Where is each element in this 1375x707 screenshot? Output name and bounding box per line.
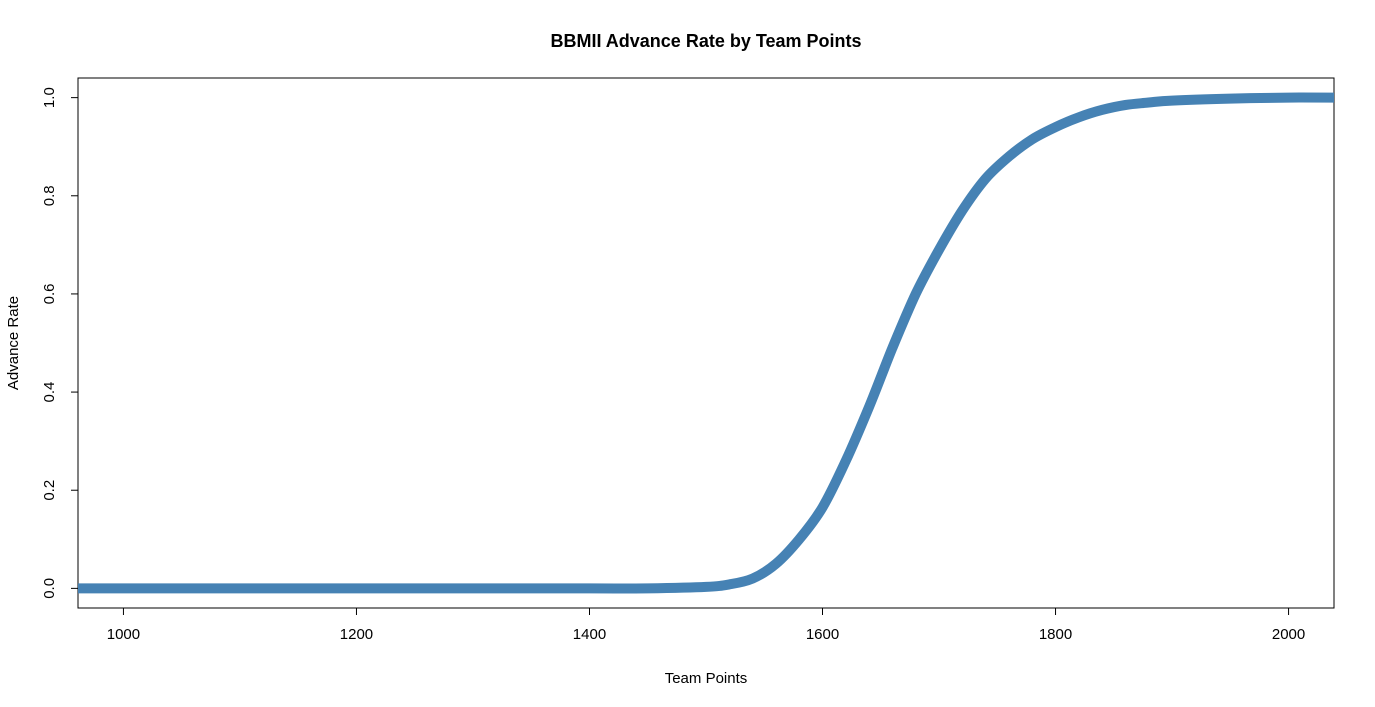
x-tick-label: 2000 <box>1272 626 1305 643</box>
y-tick-label: 0.2 <box>41 480 58 501</box>
x-axis-label: Team Points <box>665 670 748 687</box>
y-tick-label: 0.0 <box>41 578 58 599</box>
chart-title: BBMII Advance Rate by Team Points <box>550 31 861 51</box>
x-tick-label: 1200 <box>340 626 373 643</box>
plot-area <box>77 92 1335 594</box>
y-axis: 0.0 0.2 0.4 0.6 0.8 1.0 <box>41 87 78 599</box>
y-axis-label: Advance Rate <box>5 296 22 390</box>
series-line <box>77 92 1335 594</box>
x-tick-label: 1600 <box>806 626 839 643</box>
y-tick-label: 0.4 <box>41 382 58 403</box>
y-tick-label: 0.8 <box>41 185 58 206</box>
y-tick-label: 1.0 <box>41 87 58 108</box>
x-tick-label: 1000 <box>107 626 140 643</box>
x-tick-label: 1400 <box>573 626 606 643</box>
x-axis: 1000 1200 1400 1600 1800 2000 <box>107 608 1305 643</box>
plot-frame <box>77 77 1335 609</box>
y-tick-label: 0.6 <box>41 283 58 304</box>
x-tick-label: 1800 <box>1039 626 1072 643</box>
